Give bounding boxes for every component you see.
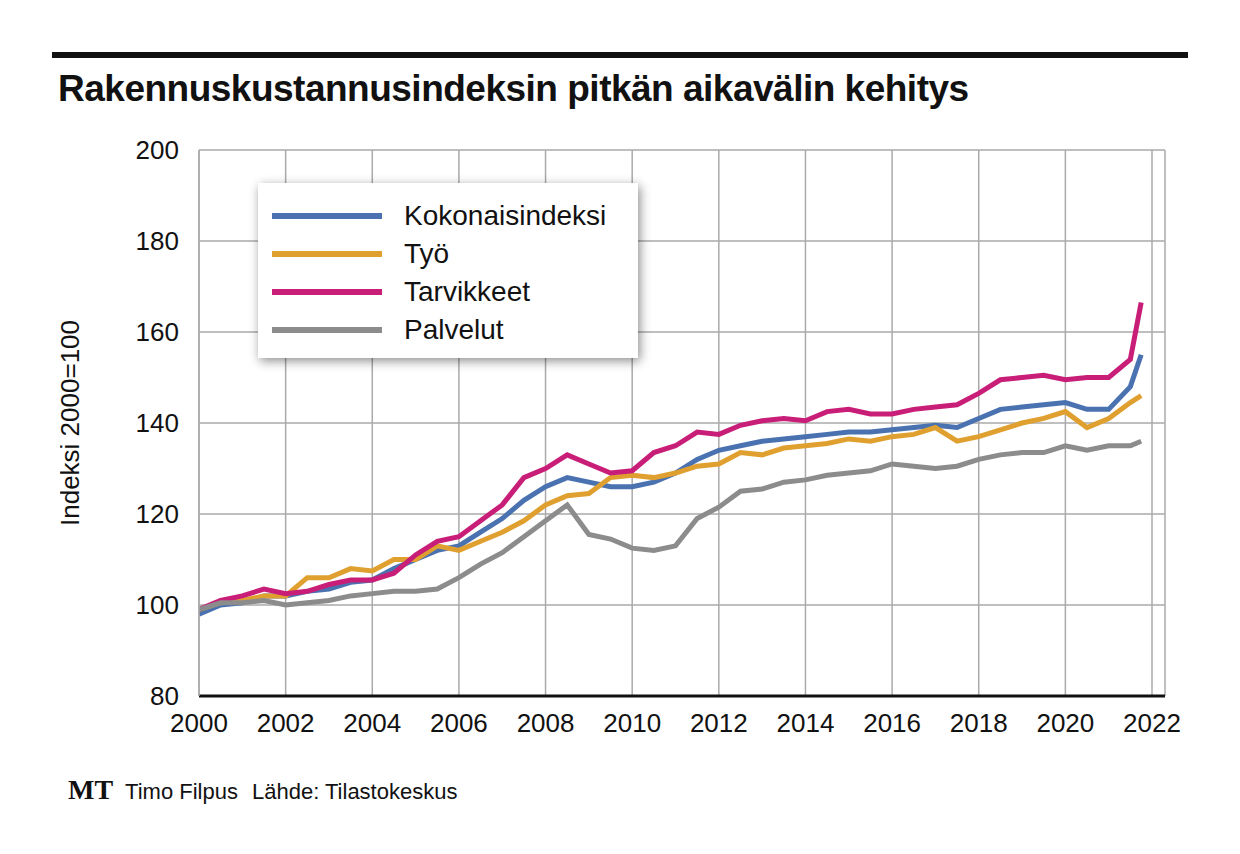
svg-text:180: 180 — [136, 226, 179, 256]
svg-text:2016: 2016 — [863, 708, 921, 738]
svg-text:2002: 2002 — [257, 708, 315, 738]
svg-text:2008: 2008 — [517, 708, 575, 738]
svg-text:120: 120 — [136, 499, 179, 529]
svg-text:2018: 2018 — [950, 708, 1008, 738]
svg-text:200: 200 — [136, 135, 179, 165]
svg-text:2006: 2006 — [430, 708, 488, 738]
html-text:Rakennuskustannusindeksin pitk: Rakennuskustannusindeksin pitkän aikaväl… — [58, 68, 969, 109]
html-text:Timo Filpus: Timo Filpus — [125, 779, 238, 804]
html-text:Palvelut: Palvelut — [404, 314, 504, 345]
svg-text:2014: 2014 — [777, 708, 835, 738]
html-text:Tarvikkeet: Tarvikkeet — [404, 276, 530, 307]
html-text:Lähde: Tilastokeskus: Lähde: Tilastokeskus — [252, 779, 458, 804]
svg-text:2012: 2012 — [690, 708, 748, 738]
svg-text:2004: 2004 — [343, 708, 401, 738]
svg-text:80: 80 — [150, 681, 179, 711]
svg-text:2010: 2010 — [603, 708, 661, 738]
html-text:Kokonaisindeksi: Kokonaisindeksi — [404, 200, 607, 231]
svg-text:140: 140 — [136, 408, 179, 438]
html-text:MT: MT — [68, 774, 114, 805]
svg-text:2022: 2022 — [1123, 708, 1181, 738]
svg-text:Indeksi 2000=100: Indeksi 2000=100 — [60, 320, 85, 526]
svg-text:2020: 2020 — [1036, 708, 1094, 738]
svg-text:2000: 2000 — [170, 708, 228, 738]
svg-text:160: 160 — [136, 317, 179, 347]
html-text:Työ: Työ — [404, 238, 450, 269]
svg-text:100: 100 — [136, 590, 179, 620]
